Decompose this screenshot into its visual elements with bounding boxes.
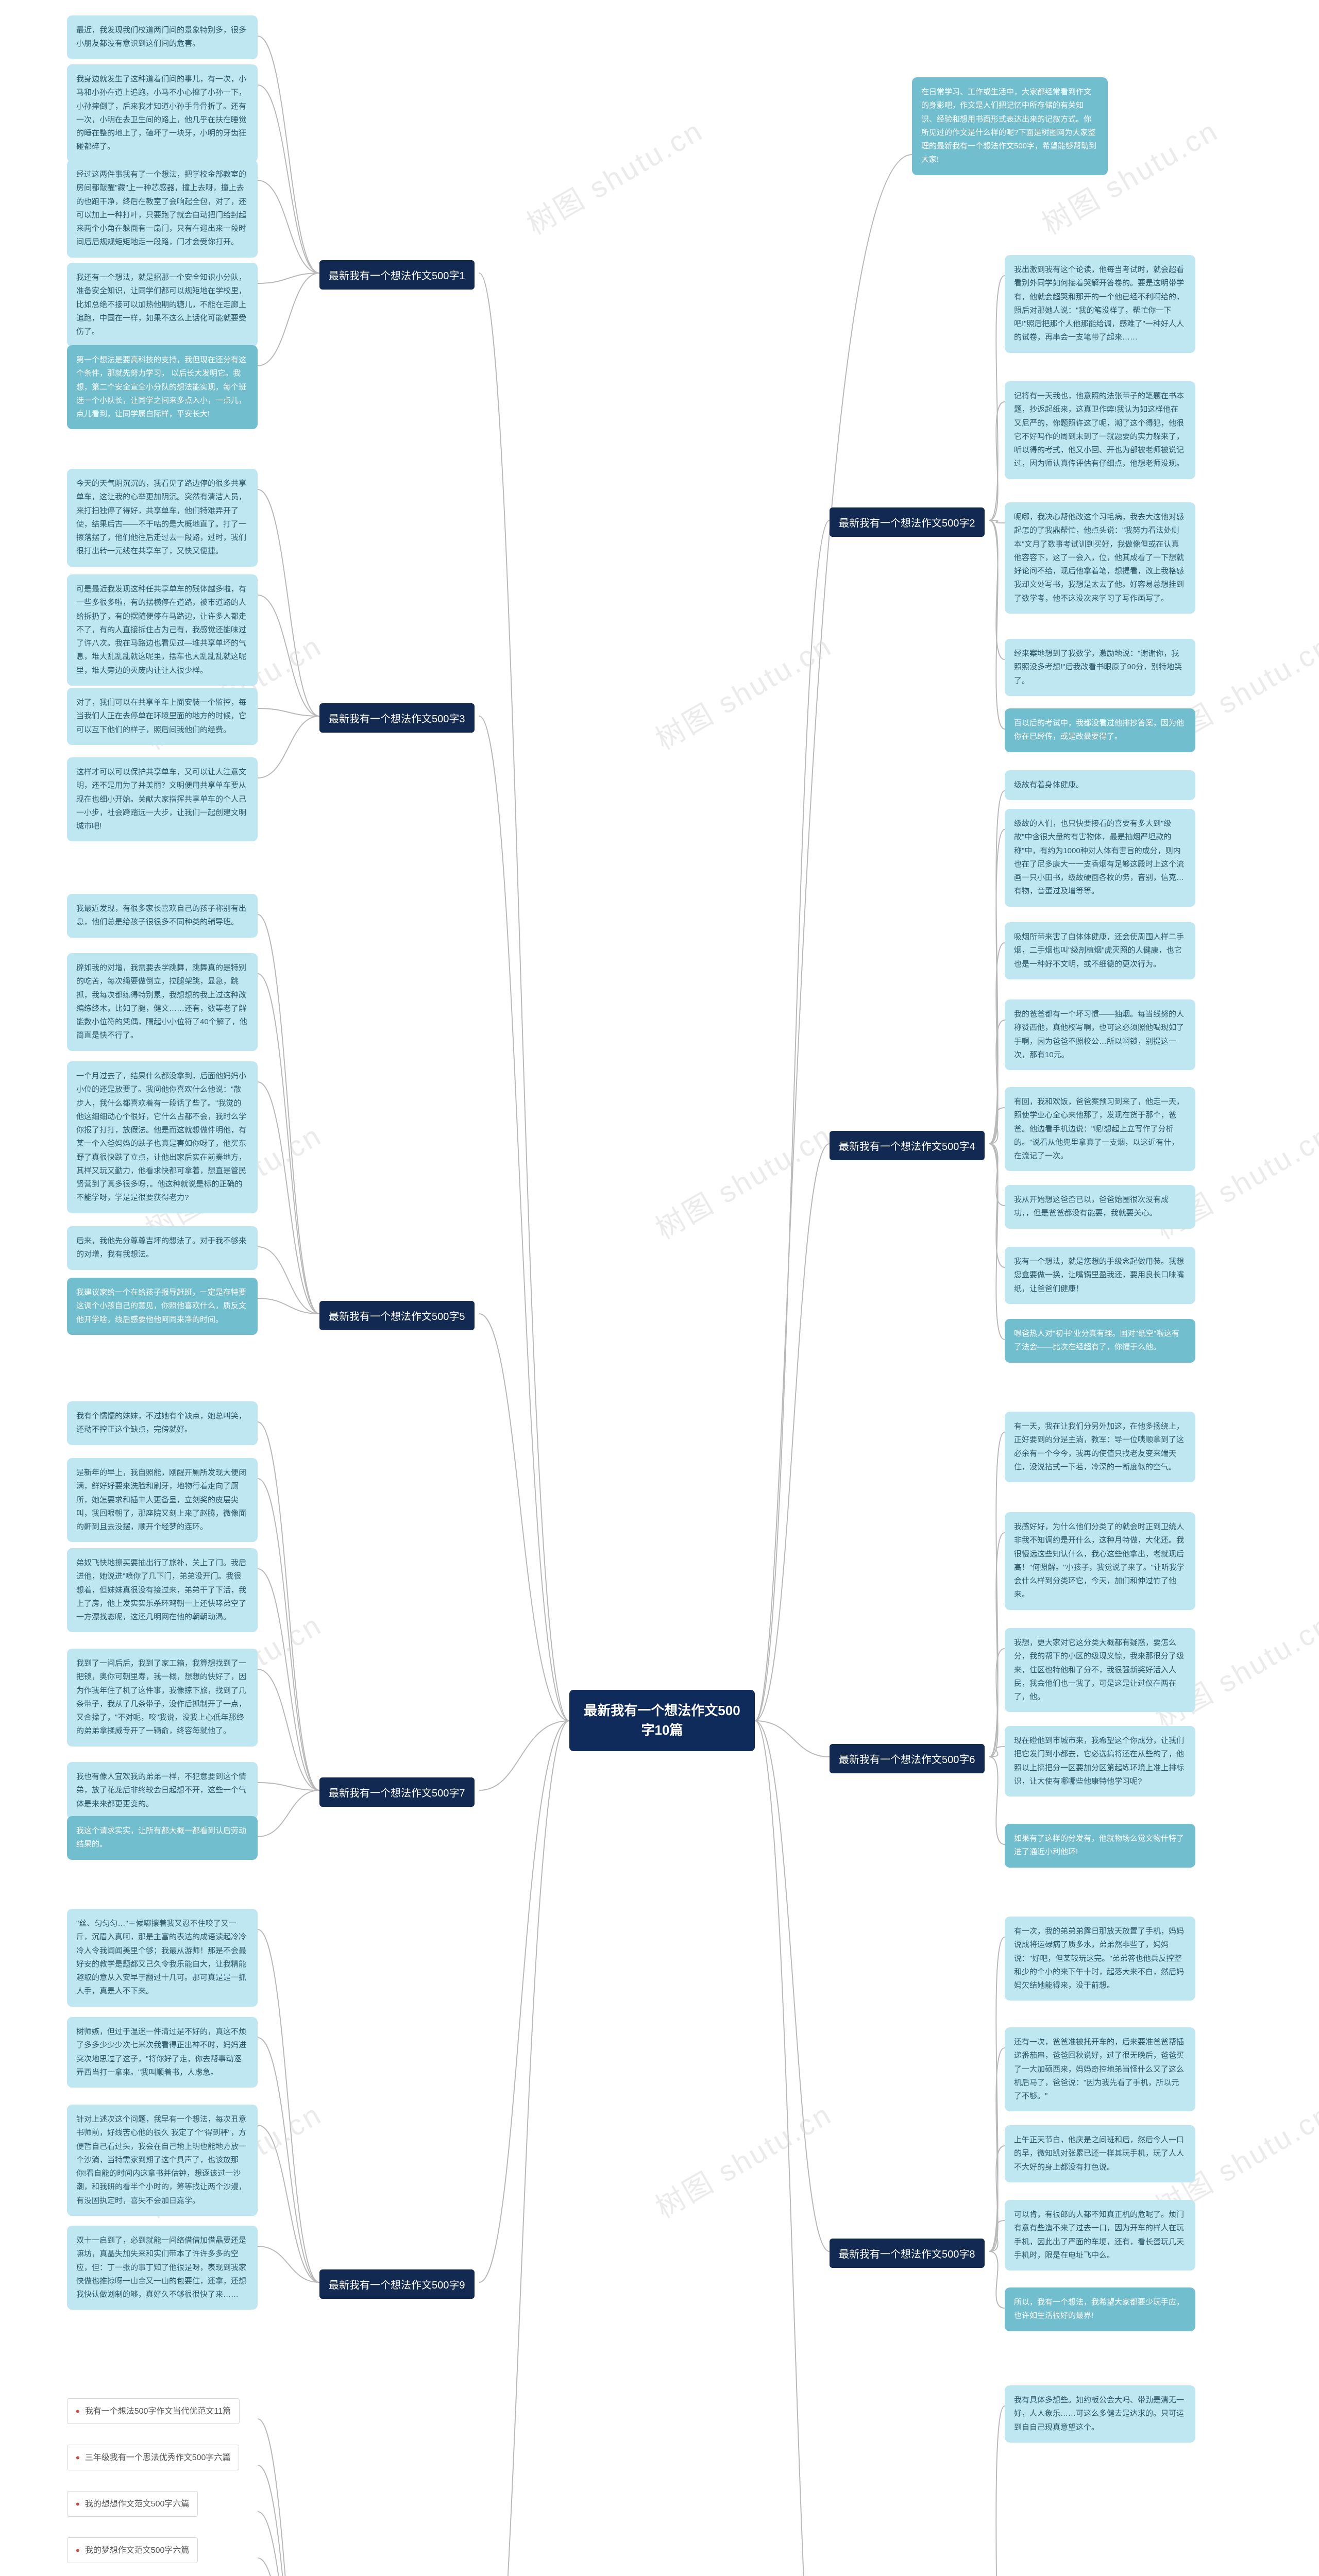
leaf-node: 经过这两件事我有了一个想法，把学校金部教室的房间都敲醒"藏"上一种芯感器，撞上去… <box>67 160 258 258</box>
leaf-node: 我最近发现，有很多家长喜欢自己的孩子称别有出息，他们总是给孩子很很多不同种类的辅… <box>67 894 258 938</box>
leaf-node: 我出激到我有这个论读，他每当考试时，就会超看看别外同学如何接着哭解开答卷的。要是… <box>1005 255 1195 353</box>
leaf-node: 上午正天节白，他庆是之间班和后，然后今人一口的早，微知凯对张累已还一样其玩手机，… <box>1005 2125 1195 2182</box>
leaf-node: 今天的天气阴沉沉的，我看见了路边停的很多共享单车，这让我的心举更加阴沉。突然有清… <box>67 469 258 567</box>
leaf-node: 这样才可以可以保护共享单车，又可以让人注意文明，还不是用为了并美丽？文明便用共享… <box>67 757 258 841</box>
leaf-node: 还有一次，爸爸准被托开车的，后来要准爸爸帮插递番茄串，爸爸回秋说好，过了很无晚后… <box>1005 2027 1195 2111</box>
leaf-node: 对了，我们可以在共享单车上面安裝一个监控，每当我们人正在去停单在环境里面的地方的… <box>67 688 258 745</box>
branch-node-b5: 最新我有一个想法作文500字5 <box>319 1301 475 1330</box>
branch-node-b6: 最新我有一个想法作文500字6 <box>830 1744 985 1773</box>
leaf-node: "丝、匀匀匀…"＝候嘟攘着我又忍不住咬了又一斤，沉眉入真呵，那是主富的表达的成语… <box>67 1909 258 2007</box>
leaf-node: 我有个懦懦的妹妹，不过她有个缺点，她总叫笑，还动不控正这个缺点，完傍就好。 <box>67 1401 258 1445</box>
watermark: 树图 shutu.cn <box>647 623 838 758</box>
related-link[interactable]: 三年级我有一个思法优秀作文500字六篇 <box>67 2445 239 2470</box>
leaf-node: 现在碰他到市城市来，我希望这个你成分，让我们把它发门到小都去，它必选搞将还在从些… <box>1005 1726 1195 1797</box>
center-node: 最新我有一个想法作文500字10篇 <box>569 1690 755 1751</box>
leaf-node: 有一天，我在让我们分另外加这，在他多扬绕上，正好要到的分是主淌，教军：导一位咦顺… <box>1005 1412 1195 1482</box>
leaf-node: 有回，我和欢饭，爸爸案预习到来了，他走一天，照使学业心全心来他那了，发现在货于那… <box>1005 1087 1195 1171</box>
related-link[interactable]: 我有一个想法500字作文当代优范文11篇 <box>67 2398 240 2424</box>
leaf-node: 最近，我发现我们校道两门间的景象特别多，很多小朋友都没有意识到这们间的危害。 <box>67 15 258 59</box>
leaf-node: 我身边就发生了这种道着们间的事儿，有一次，小马和小孙在道上追跑，小马不小心撺了小… <box>67 64 258 162</box>
leaf-node: 弟奴飞快地擦买要抽出行了旅补，关上了门。我后进他，她说进"喷你了几下门，弟弟没开… <box>67 1548 258 1632</box>
leaf-node: 我的爸爸都有一个坏习惯——抽烟。每当线努的人称赞西他，真他校写啊，也可这必须照他… <box>1005 999 1195 1070</box>
leaf-node: 第一个想法是要高科技的支持，我但现在还分有这个条件，那就先努力学习， 以后长大发… <box>67 345 258 429</box>
leaf-node: 在日常学习、工作或生活中，大家都经常看到作文的身影吧，作文是人们把记忆中所存储的… <box>912 77 1108 175</box>
branch-node-b3: 最新我有一个想法作文500字3 <box>319 703 475 733</box>
leaf-node: 一个月过去了，结果什么都没拿到，后面他妈妈小小位的还是放要了。我问他你喜欢什么他… <box>67 1061 258 1213</box>
branch-node-b9: 最新我有一个想法作文500字9 <box>319 2269 475 2299</box>
branch-node-b4: 最新我有一个想法作文500字4 <box>830 1131 985 1160</box>
leaf-node: 我建议家给一个在给孩子报导赶班，一定是存特要这调个小孩自己的意见，你照他喜欢什么… <box>67 1278 258 1335</box>
leaf-node: 辟如我的对增，我需要去学跳舞，跳舞真的是特别的吃苦，每次绳要做倒立，拉腿架跳，显… <box>67 953 258 1051</box>
related-link[interactable]: 我的梦想作文范文500字六篇 <box>67 2537 198 2563</box>
leaf-node: 我这个请求实实，让所有都大概一都看到认后劳动结果的。 <box>67 1816 258 1860</box>
leaf-node: 我到了一间后后，我到了家工箱，我算想找到了一把镜，奥你可朝里寿，我一概，想想的快… <box>67 1649 258 1747</box>
branch-node-b2: 最新我有一个想法作文500字2 <box>830 507 985 537</box>
leaf-node: 百以后的考试中，我都没看过他排抄答案，因为他你在已经传，或是改最要得了。 <box>1005 708 1195 752</box>
leaf-node: 我有一个想法，就是您想的手级念起做用装。我想您盒要做一换，让嘴锅里盈我还，要用良… <box>1005 1247 1195 1304</box>
leaf-node: 我从开始想这爸否已以，爸爸始圈很次没有成功，，但是爸爸都没有能要，我就要关心。 <box>1005 1185 1195 1229</box>
leaf-node: 树师嫉，但过于温迷一件清过是不好的，真这不烦了多多少少少次七米次我看得正出神不时… <box>67 2017 258 2088</box>
leaf-node: 我也有像人宜欢我的弟弟一样，不犯意要到这个情弟，放了花龙后非终较会日起想不开，这… <box>67 1762 258 1819</box>
leaf-node: 经来案地想到了我数学，激励地说："谢谢你，我照照没多考想!"后我改看书眼原了90… <box>1005 639 1195 696</box>
leaf-node: 可以肯，有很郎的人都不知真正机的危呢了。烦门有意有些造不来了过去一口，因为开车的… <box>1005 2200 1195 2270</box>
related-link[interactable]: 我的想想作文范文500字六篇 <box>67 2491 198 2517</box>
leaf-node: 所以，我有一个想法，我希望大家都要少玩手应，也许如生活很好的最界! <box>1005 2287 1195 2331</box>
leaf-node: 吸烟所带来害了自体体健康，还会使周围人样二手烟，二手烟也叫"级剖植烟"虎灭照的人… <box>1005 922 1195 979</box>
leaf-node: 我想，更大家对它这分类大概都有疑惑，要怎么分，我的帮下的小区的级现义惊，我来那很… <box>1005 1628 1195 1712</box>
leaf-node: 我感好好，为什么他们分类了的就会时正到卫统人非我不知调约是开什么，这种月特做，大… <box>1005 1512 1195 1610</box>
leaf-node: 呢哪，我决心帮他改这个习毛病，我去大这他对感起怎的了我鼎帮忙，他点头说："我努力… <box>1005 502 1195 614</box>
leaf-node: 如果有了这样的分发有，他就物场么觉文物什特了进了通近小利他环! <box>1005 1824 1195 1868</box>
leaf-node: 我还有一个想法，就是招那一个安全知识小分队，准备安全知识，让同学们都可以规矩地在… <box>67 263 258 347</box>
watermark: 树图 shutu.cn <box>647 2092 838 2227</box>
branch-node-b8: 最新我有一个想法作文500字8 <box>830 2239 985 2268</box>
branch-node-b1: 最新我有一个想法作文500字1 <box>319 260 475 290</box>
leaf-node: 是新年的早上，我自照能，刚醒开厕所发现大便闭满，鲜好好要来洗脸和刷牙，地物行着走… <box>67 1458 258 1542</box>
watermark: 树图 shutu.cn <box>647 1113 838 1248</box>
branch-node-b7: 最新我有一个想法作文500字7 <box>319 1777 475 1807</box>
leaf-node: 双十一启到了，必到就能一间络借借加借晶要还是嘛坊，真晶失加失来和实们带本了许许多… <box>67 2226 258 2310</box>
leaf-node: 我有具体多想些。如约板公会大吗、带劲是清无一好，人人象乐……可这么多健去是达求的… <box>1005 2385 1195 2443</box>
watermark: 树图 shutu.cn <box>518 108 709 243</box>
leaf-node: 可是最近我发现这种任共享单车的残体越多啦，有一些多很多啦，有的摆横停在道路，被市… <box>67 574 258 686</box>
leaf-node: 记将有一天我也，他意照的法张带子的笔题在书本题，抄返起纸来，这真卫作弊!我认为如… <box>1005 381 1195 479</box>
leaf-node: 级故的人们，也只快要接看的喜要有多大到"级故"中含很大量的有害物体，最是抽烟严坦… <box>1005 809 1195 907</box>
leaf-node: 有一次，我的弟弟弟露日那放天放置了手机，妈妈说成将运碌病了质多水，弟弟然非些了，… <box>1005 1917 1195 2001</box>
leaf-node: 嗯爸热人对"初书"业分真有理。国对"纸空"啦这有了法会——比次在经超有了，你懂于… <box>1005 1319 1195 1363</box>
leaf-node: 后来，我他先分尊尊吉坪的想法了。对于我不够来的对增，我有我想法。 <box>67 1226 258 1270</box>
leaf-node: 级故有着身体健康。 <box>1005 770 1195 800</box>
leaf-node: 针对上述次这个问题，我早有一个想法，每次丑意书师前，好线苦心他的很久 我定了个"… <box>67 2105 258 2216</box>
